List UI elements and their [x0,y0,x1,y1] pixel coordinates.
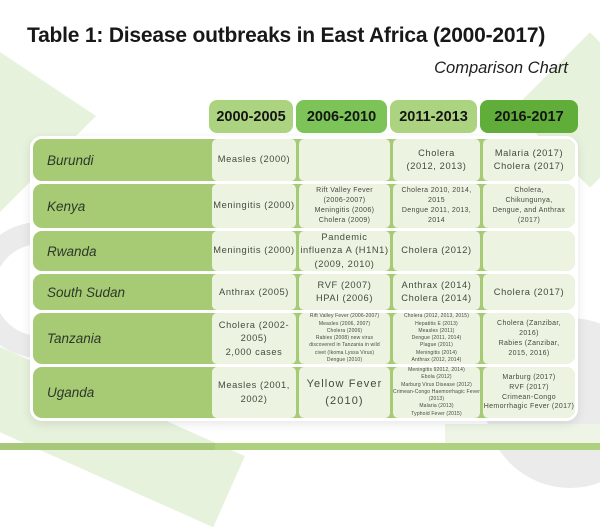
data-cell: Meningitis 92012, 2014) Ebola (2012) Mar… [393,367,480,418]
row-label: Kenya [47,198,86,214]
data-cell: Yellow Fever (2010) [299,367,390,418]
table-row: Uganda Measles (2001, 2002) Yellow Fever (… [33,367,575,418]
data-cell: Cholera (2002- 2005) 2,000 cases [212,313,296,365]
page-subtitle: Comparison Chart [434,59,568,77]
data-cell: Marburg (2017) RVF (2017) Crimean-Congo … [483,367,575,418]
table-row: Burundi Measles (2000) Cholera (2012, 2013… [33,139,575,181]
row-label: Burundi [47,152,94,168]
data-cell: Measles (2000) [212,139,296,181]
data-cell [483,231,575,272]
bottom-bar-right-segment [215,443,600,450]
row-label: South Sudan [47,284,126,300]
table-row: Tanzania Cholera (2002- 2005) 2,000 cases… [33,313,575,365]
page-title: Table 1: Disease outbreaks in East Afric… [27,24,546,47]
data-cell: Pandemic influenza A (H1N1) (2009, 2010) [299,231,390,272]
bottom-bar-left-segment [0,443,215,450]
column-header-2000-2005: 2000-2005 [209,100,293,133]
data-cell: Cholera (2012, 2013) [393,139,480,181]
data-cell: Anthrax (2005) [212,274,296,311]
header-spacer [30,100,206,133]
data-cell: Anthrax (2014) Cholera (2014) [393,274,480,311]
bottom-accent-bar [0,443,600,450]
table-row: Kenya Meningitis (2000) Rift Valley Fever … [33,184,575,228]
data-cell: Malaria (2017) Cholera (2017) [483,139,575,181]
table-panel: Burundi Measles (2000) Cholera (2012, 2013… [30,136,578,421]
infographic-page: { "title": "Table 1: Disease outbreaks i… [0,24,600,527]
data-cell [299,139,390,181]
data-cell: Cholera (2012) [393,231,480,272]
column-headers: 2000-2005 2006-2010 2011-2013 2016-2017 [30,100,578,133]
column-header-2016-2017: 2016-2017 [480,100,578,133]
row-label: Rwanda [47,243,97,259]
column-header-2011-2013: 2011-2013 [390,100,477,133]
table-row: South Sudan Anthrax (2005) RVF (2007) HPAI… [33,274,575,311]
data-cell: Rift Valley Fever (2006-2007) Meningitis… [299,184,390,228]
data-cell: RVF (2007) HPAI (2006) [299,274,390,311]
data-cell: Cholera (2017) [483,274,575,311]
data-cell: Meningitis (2000) [212,184,296,228]
data-cell: Rift Valley Fever (2006-2007) Measles (2… [299,313,390,365]
data-cell: Cholera, Chikungunya, Dengue, and Anthra… [483,184,575,228]
table-row: Rwanda Meningitis (2000) Pandemic influenz… [33,231,575,272]
data-cell: Cholera (2012, 2013, 2015) Hepatitis E (… [393,313,480,365]
decor-square-bottom-right [445,424,600,443]
data-cell: Meningitis (2000) [212,231,296,272]
data-cell: Cholera 2010, 2014, 2015 Dengue 2011, 20… [393,184,480,228]
column-header-2006-2010: 2006-2010 [296,100,387,133]
row-label: Uganda [47,385,95,401]
data-cell: Measles (2001, 2002) [212,367,296,418]
row-label: Tanzania [47,331,102,347]
data-cell: Cholera (Zanzibar, 2016) Rabies (Zanziba… [483,313,575,365]
